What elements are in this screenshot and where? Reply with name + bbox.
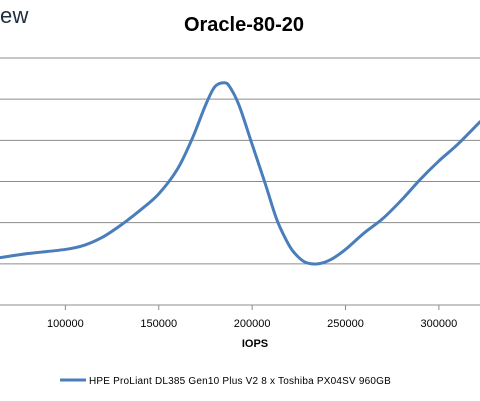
x-tick-label: 250000 [327, 318, 364, 330]
x-tick-label: 300000 [421, 318, 458, 330]
x-axis-label: IOPS [242, 338, 268, 350]
x-tick-labels: 100000 150000 200000 250000 300000 [47, 318, 457, 330]
series-line-0 [0, 81, 480, 266]
axes [0, 304, 480, 310]
legend-entry-label: HPE ProLiant DL385 Gen10 Plus V2 8 x Tos… [89, 376, 391, 387]
chart-title: Oracle-80-20 [183, 14, 305, 36]
legend: HPE ProLiant DL385 Gen10 Plus V2 8 x Tos… [60, 376, 391, 387]
gridlines [0, 57, 480, 306]
x-tick-label: 200000 [234, 318, 271, 330]
brand-logo-fragment: ew [0, 3, 29, 28]
x-tick-label: 150000 [140, 318, 177, 330]
series-group [0, 81, 480, 266]
x-tick-label: 100000 [47, 318, 84, 330]
